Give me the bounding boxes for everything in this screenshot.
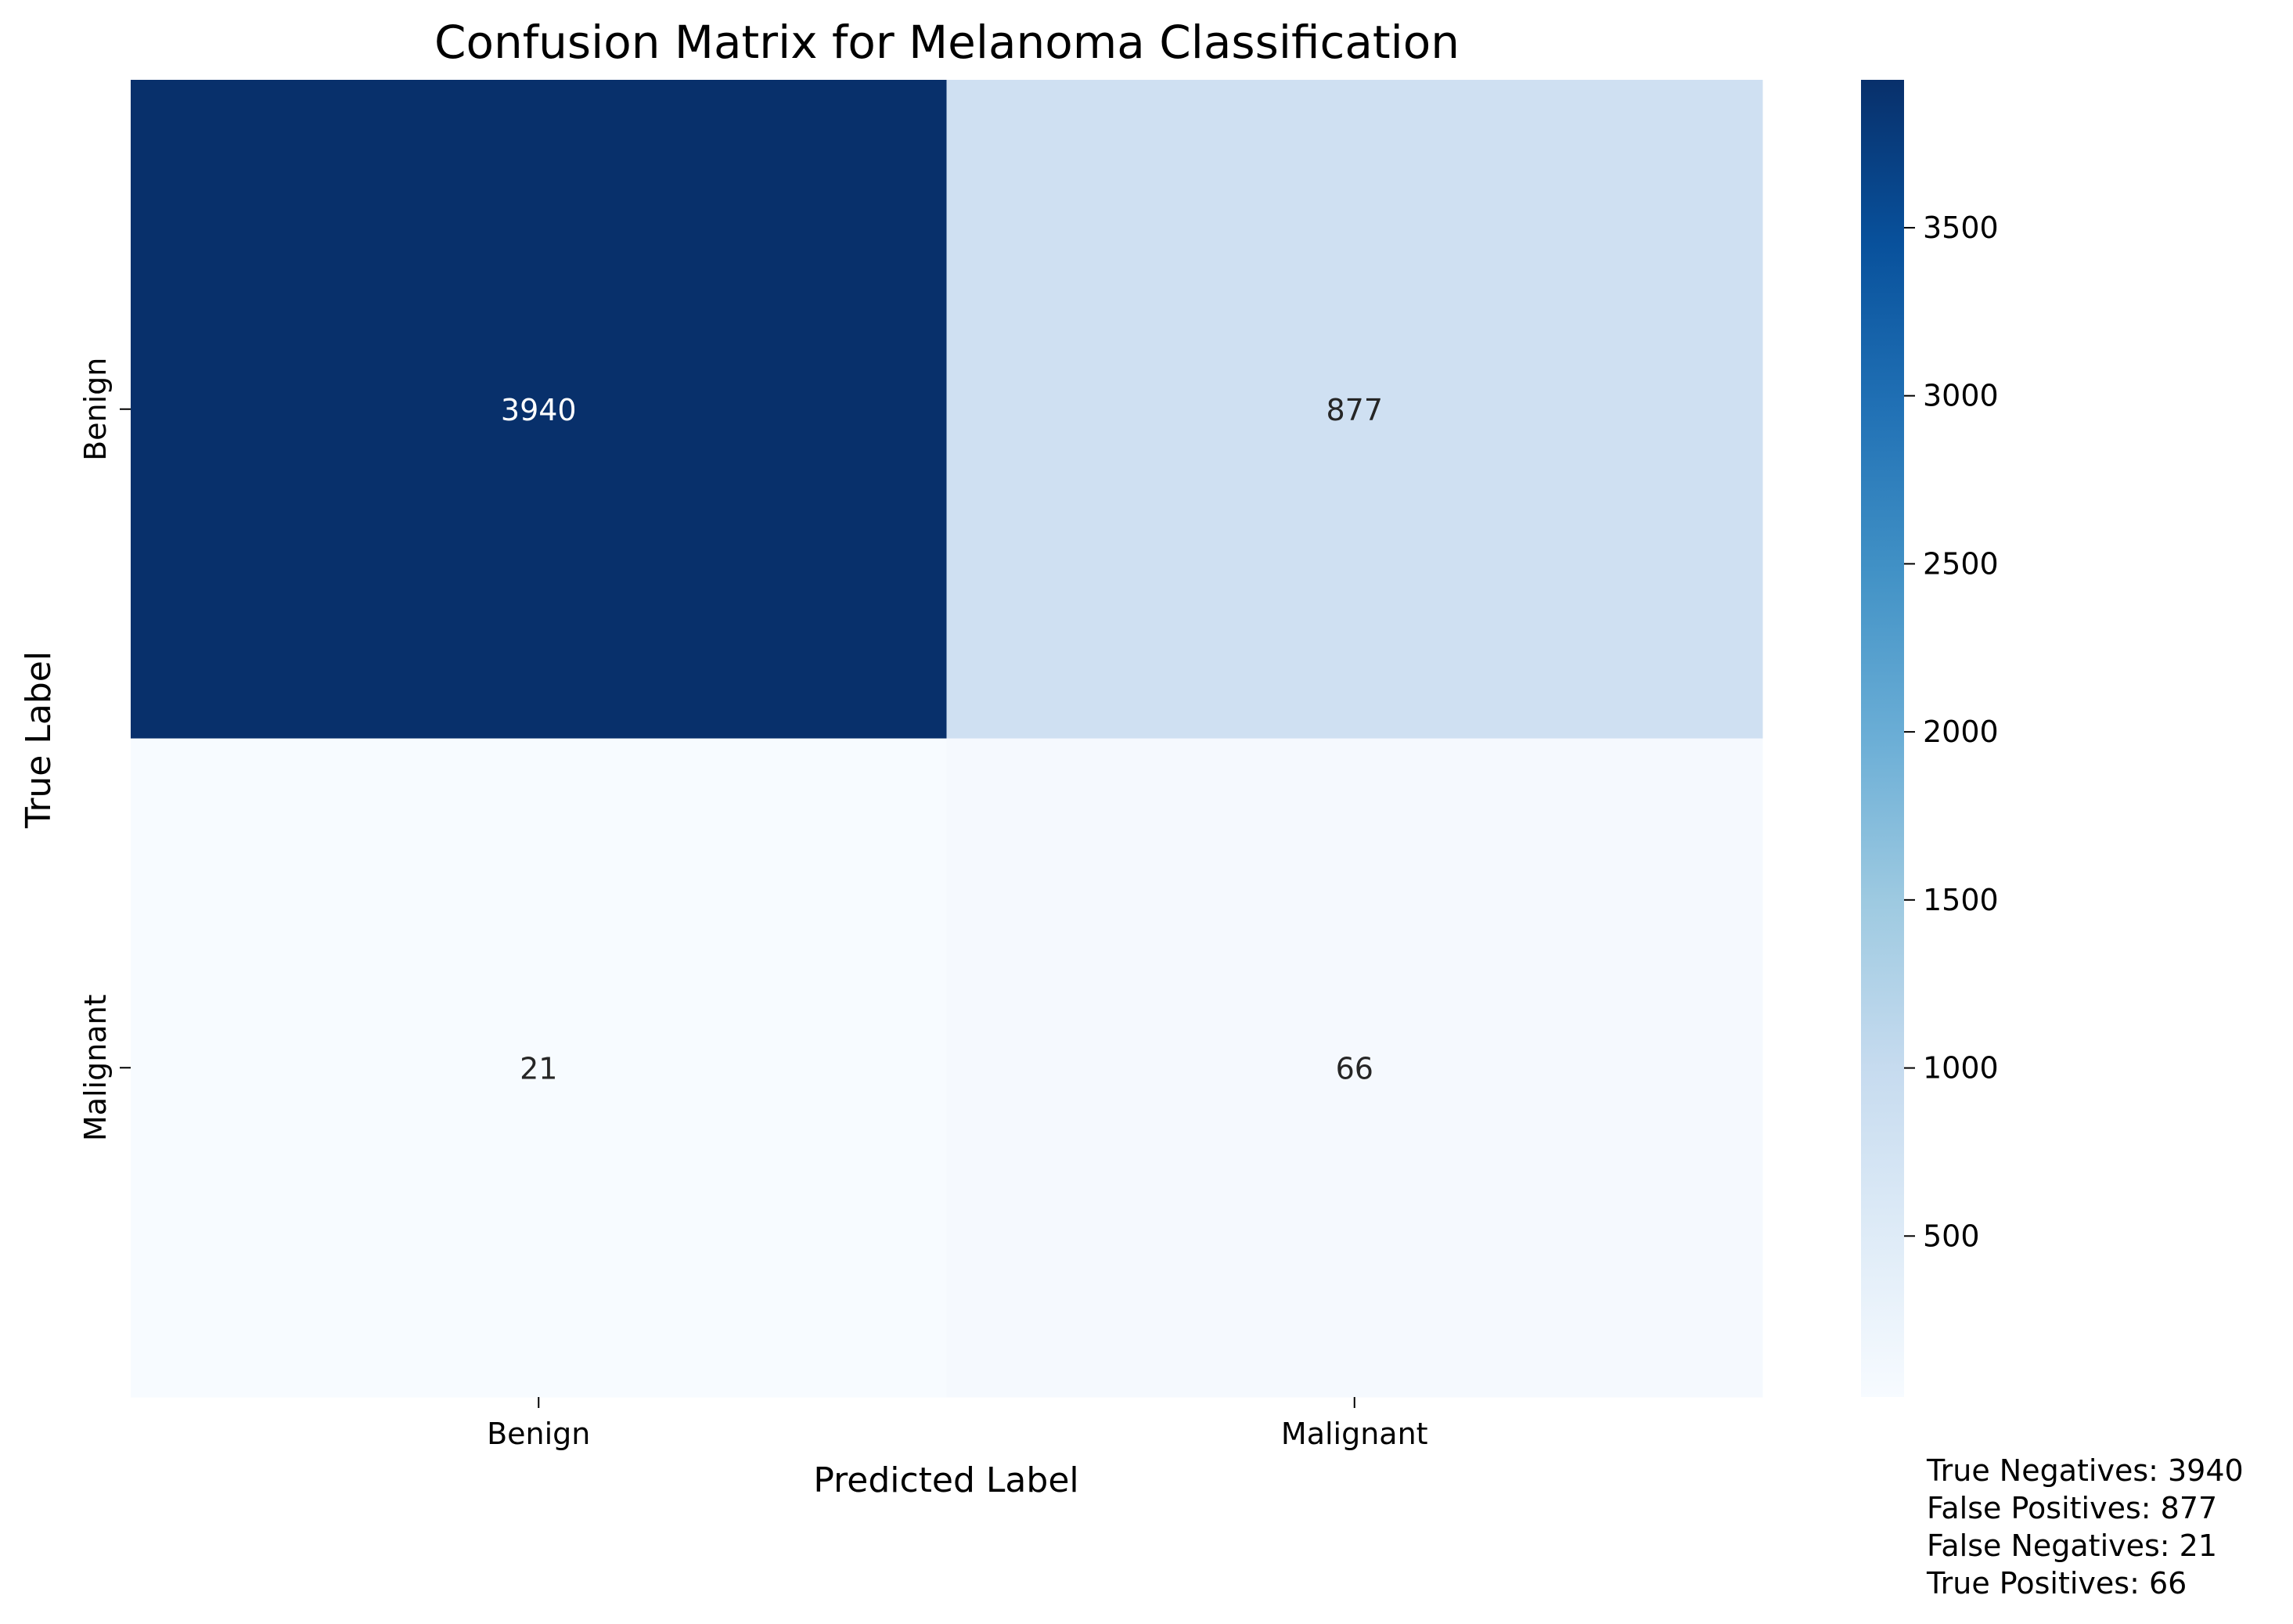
cell-value-label: 3940 [501,393,577,427]
x-axis-ticks: Benign Malignant [487,1397,1428,1451]
colorbar [1861,80,1904,1397]
heatmap-cell-labels: 3940 877 21 66 [501,393,1383,1086]
colorbar-tick-label: 1500 [1923,883,1999,917]
colorbar-tick-label: 500 [1923,1219,1980,1253]
stat-false-positives: False Positives: 877 [1927,1491,2218,1525]
y-axis-label: True Label [19,651,59,829]
x-tick-label: Malignant [1281,1417,1428,1451]
cell-benign-benign [131,80,947,739]
colorbar-tick-label: 2000 [1923,715,1999,749]
cell-value-label: 877 [1326,393,1383,427]
heatmap-cells [131,80,1763,1398]
colorbar-tick-label: 2500 [1923,546,1999,581]
confusion-stats: True Negatives: 3940 False Positives: 87… [1927,1452,2244,1602]
colorbar-tick-label: 3500 [1923,211,1999,245]
cell-value-label: 66 [1336,1051,1373,1086]
colorbar-tick-label: 3000 [1923,379,1999,413]
cell-malignant-benign [131,738,947,1398]
x-axis-label: Predicted Label [813,1460,1078,1500]
stat-false-negatives: False Negatives: 21 [1927,1529,2218,1563]
y-axis-ticks: Benign Malignant [78,358,131,1141]
cell-malignant-malignant [946,738,1763,1398]
stat-true-negatives: True Negatives: 3940 [1927,1453,2244,1488]
chart-title: Confusion Matrix for Melanoma Classifica… [434,16,1460,69]
cell-benign-malignant [946,80,1763,739]
x-tick-label: Benign [487,1417,590,1451]
stat-true-positives: True Positives: 66 [1927,1566,2187,1601]
colorbar-tick-label: 1000 [1923,1051,1999,1086]
colorbar-ticks: 500 1000 1500 2000 2500 3000 3500 [1904,211,1999,1253]
y-tick-label: Benign [78,358,113,461]
cell-value-label: 21 [520,1051,557,1086]
y-tick-label: Malignant [78,994,113,1141]
